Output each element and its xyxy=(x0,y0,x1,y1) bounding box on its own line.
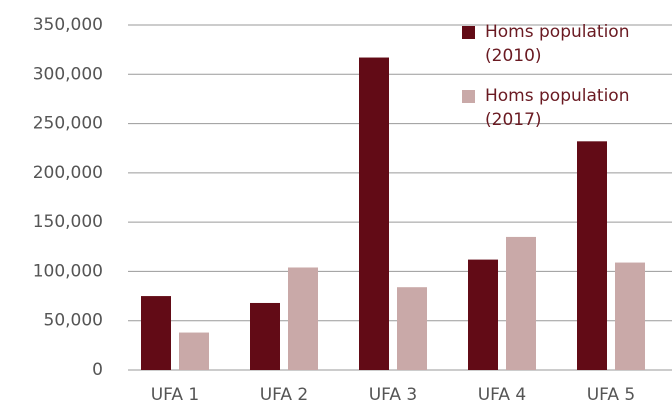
x-tick-label: UFA 1 xyxy=(151,385,200,405)
y-tick-label: 350,000 xyxy=(33,15,103,35)
x-tick-label: UFA 3 xyxy=(369,385,418,405)
legend-swatch xyxy=(462,90,475,103)
bar xyxy=(141,296,171,370)
bar xyxy=(615,262,645,370)
y-tick-label: 100,000 xyxy=(33,261,103,281)
x-tick-label: UFA 4 xyxy=(478,385,527,405)
y-tick-label: 50,000 xyxy=(44,311,103,331)
bar xyxy=(359,57,389,371)
legend-label: Homs population (2010) xyxy=(485,22,630,66)
y-tick-label: 150,000 xyxy=(33,212,103,232)
x-tick-label: UFA 5 xyxy=(587,385,636,405)
bar xyxy=(288,267,318,370)
y-tick-label: 200,000 xyxy=(33,163,103,183)
y-tick-label: 0 xyxy=(92,360,103,380)
legend-item: Homs population (2010) xyxy=(462,20,662,68)
bar xyxy=(250,302,280,370)
bar xyxy=(397,287,427,370)
legend-label: Homs population (2017) xyxy=(485,86,630,130)
legend-item: Homs population (2017) xyxy=(462,84,662,132)
bar xyxy=(468,259,498,370)
bar xyxy=(179,332,209,370)
y-tick-label: 250,000 xyxy=(33,114,103,134)
legend-swatch xyxy=(462,26,475,39)
x-tick-label: UFA 2 xyxy=(260,385,309,405)
bar xyxy=(506,236,536,370)
bar xyxy=(577,141,607,370)
y-tick-label: 300,000 xyxy=(33,64,103,84)
